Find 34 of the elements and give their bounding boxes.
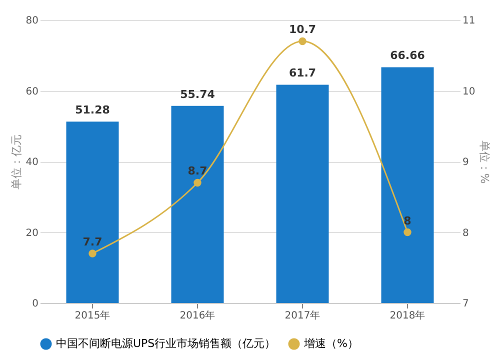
- y-tick-label: 80: [26, 16, 38, 26]
- y-tick-label: 60: [26, 86, 38, 98]
- y2-tick-label: 11: [462, 16, 476, 26]
- y2-tick-label: 10: [462, 86, 476, 98]
- data-label: 61.7: [288, 66, 316, 80]
- x-tick-label: 2018年: [390, 310, 426, 322]
- point: [298, 37, 306, 46]
- bar: [381, 67, 434, 303]
- y-tick-label: 20: [26, 228, 38, 239]
- data-label: 8.7: [188, 164, 208, 178]
- bar: [276, 84, 329, 303]
- x-tick-label: 2017年: [284, 310, 320, 322]
- data-label: 66.66: [390, 49, 426, 62]
- y-tick-label: 40: [26, 157, 38, 168]
- legend-label: 中国不间断电源UPS行业市场销售额（亿元）: [56, 337, 276, 350]
- data-label: 8: [404, 214, 412, 228]
- bar: [66, 122, 119, 303]
- y2-tick-label: 7: [462, 298, 469, 310]
- data-label: 10.7: [288, 23, 316, 36]
- y-tick-label: 0: [32, 298, 38, 310]
- x-tick-label: 2016年: [180, 310, 216, 322]
- data-label: 55.74: [180, 88, 216, 101]
- point: [194, 178, 202, 187]
- y-axis-title: 单位：亿元: [10, 134, 23, 190]
- data-label: 7.7: [82, 235, 102, 248]
- y2-tick-label: 9: [462, 157, 469, 168]
- y2-axis-title: 单位：%: [478, 140, 492, 184]
- legend-label: 增速（%）: [303, 337, 358, 350]
- data-label: 51.28: [75, 104, 110, 117]
- bar: [171, 106, 224, 303]
- x-tick-label: 2015年: [74, 310, 110, 322]
- point: [88, 250, 96, 258]
- point: [404, 228, 412, 236]
- y2-tick-label: 8: [462, 228, 469, 239]
